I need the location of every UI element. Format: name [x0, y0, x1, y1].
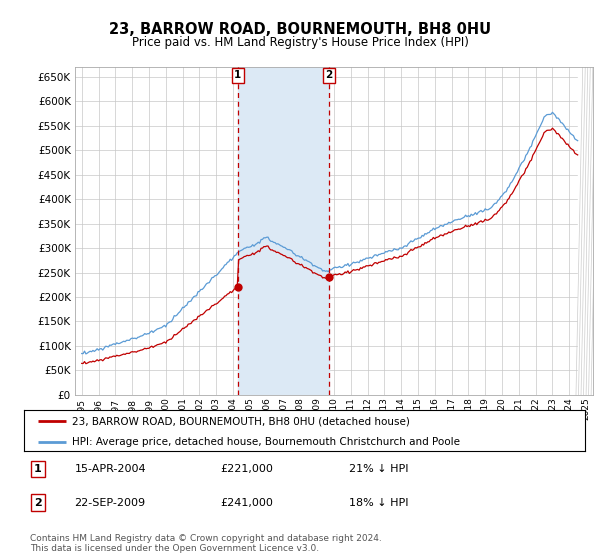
Text: 2: 2 [326, 71, 333, 81]
Text: 15-APR-2004: 15-APR-2004 [74, 464, 146, 474]
Text: 1: 1 [234, 71, 242, 81]
Text: 1: 1 [34, 464, 42, 474]
Text: 22-SEP-2009: 22-SEP-2009 [74, 498, 146, 507]
Text: 21% ↓ HPI: 21% ↓ HPI [349, 464, 409, 474]
Text: £241,000: £241,000 [220, 498, 273, 507]
Bar [238, 67, 329, 395]
Text: Price paid vs. HM Land Registry's House Price Index (HPI): Price paid vs. HM Land Registry's House … [131, 36, 469, 49]
Text: 23, BARROW ROAD, BOURNEMOUTH, BH8 0HU (detached house): 23, BARROW ROAD, BOURNEMOUTH, BH8 0HU (d… [71, 417, 410, 426]
Text: 18% ↓ HPI: 18% ↓ HPI [349, 498, 409, 507]
Bar [578, 67, 593, 395]
Text: £221,000: £221,000 [220, 464, 273, 474]
Text: 23, BARROW ROAD, BOURNEMOUTH, BH8 0HU: 23, BARROW ROAD, BOURNEMOUTH, BH8 0HU [109, 22, 491, 38]
Text: HPI: Average price, detached house, Bournemouth Christchurch and Poole: HPI: Average price, detached house, Bour… [71, 437, 460, 447]
Text: 2: 2 [34, 498, 42, 507]
Text: Contains HM Land Registry data © Crown copyright and database right 2024.
This d: Contains HM Land Registry data © Crown c… [30, 534, 382, 553]
